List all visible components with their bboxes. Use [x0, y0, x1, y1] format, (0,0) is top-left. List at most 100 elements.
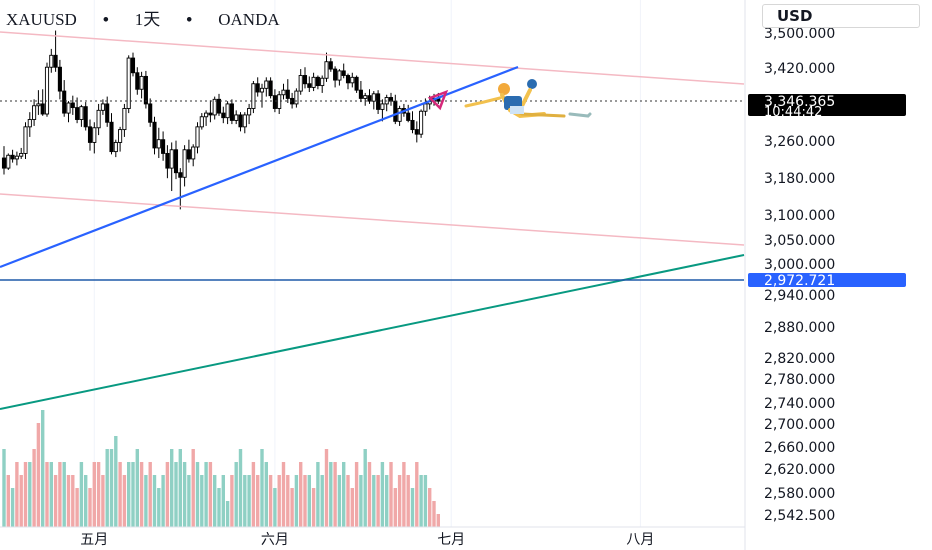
volume-bar	[311, 488, 316, 527]
lower-channel-line[interactable]	[0, 193, 745, 246]
volume-bar	[333, 462, 337, 527]
volume-bar	[415, 462, 419, 527]
candle	[419, 109, 424, 138]
volume-bar	[350, 488, 354, 527]
volume-bar	[92, 462, 96, 527]
volume-bar	[53, 475, 58, 527]
x-tick-label: 五月	[80, 532, 108, 548]
candle	[277, 91, 282, 115]
candle	[57, 59, 62, 100]
candle	[320, 75, 325, 93]
candle	[178, 168, 183, 210]
volume-bar	[6, 475, 10, 527]
interval-label[interactable]: 1天	[134, 10, 161, 29]
volume-bar	[363, 449, 367, 527]
candle	[242, 112, 247, 134]
volume-bar	[277, 475, 281, 527]
volume-bar	[247, 475, 251, 527]
header-separator-2: •	[186, 10, 193, 29]
volume-bar	[376, 475, 380, 527]
candle	[23, 122, 28, 159]
volume-bar	[359, 475, 363, 527]
candle	[186, 139, 191, 163]
currency-button[interactable]: USD	[762, 4, 920, 28]
candle	[216, 93, 222, 116]
volume-bar	[337, 475, 342, 527]
volume-bar	[161, 475, 165, 527]
volume-bar	[105, 449, 109, 527]
candle	[350, 72, 355, 88]
candle	[182, 145, 187, 187]
candle	[53, 30, 58, 72]
volume-bar	[58, 462, 62, 527]
blue-trendline[interactable]	[0, 65, 519, 269]
volume-bar	[238, 449, 243, 527]
volume-bar	[187, 475, 191, 527]
candle	[135, 67, 140, 95]
volume-bar	[49, 462, 53, 527]
candle	[298, 69, 303, 95]
current-price-value: 3,346.365	[764, 94, 835, 110]
volume-bar	[217, 488, 221, 527]
volume-bar	[84, 475, 88, 527]
candle	[294, 88, 299, 108]
volume-bar	[221, 475, 225, 527]
volume-bar	[324, 449, 329, 527]
volume-bar	[419, 475, 423, 527]
y-tick-label: 2,940.000	[764, 288, 835, 304]
volume-bar	[410, 488, 415, 527]
volume-bars	[2, 410, 440, 527]
y-tick-label: 2,820.000	[764, 351, 835, 367]
symbol-header[interactable]: XAUUSD • 1天 • OANDA	[6, 5, 306, 30]
volume-bar	[320, 475, 324, 527]
volume-bar	[204, 462, 208, 527]
volume-bar	[127, 462, 131, 527]
volume-bar	[191, 449, 195, 527]
volume-bar	[303, 475, 307, 527]
volume-bar	[294, 475, 299, 527]
green-trendline[interactable]	[0, 254, 745, 410]
candle	[105, 96, 110, 127]
candle	[87, 119, 93, 151]
volume-bar	[423, 475, 428, 527]
candle	[70, 95, 75, 115]
candle	[199, 113, 204, 130]
volume-bar	[62, 462, 66, 527]
volume-bar	[200, 475, 204, 527]
upper-channel-line[interactable]	[0, 31, 745, 85]
volume-bar	[402, 462, 406, 527]
candle	[161, 131, 166, 161]
volume-bar	[131, 462, 135, 527]
broker-name: OANDA	[218, 10, 280, 29]
candle	[32, 99, 37, 126]
volume-bar	[174, 462, 178, 527]
candle	[371, 91, 376, 110]
volume-bar	[165, 462, 170, 527]
candle	[143, 70, 148, 109]
candle	[66, 101, 71, 123]
candle	[212, 96, 217, 120]
volume-bar	[2, 449, 6, 527]
pink-triangle-marker[interactable]	[427, 89, 449, 111]
candle	[113, 139, 118, 158]
volume-bar	[225, 501, 230, 527]
volume-bar	[66, 475, 71, 527]
volume-bar	[101, 475, 105, 527]
y-tick-label: 3,050.000	[764, 233, 835, 249]
volume-bar	[397, 475, 402, 527]
volume-bar	[15, 462, 19, 527]
price-axis[interactable]: 3,500.000 3,420.000 3,260.000 3,180.000 3,10…	[764, 26, 835, 524]
candle	[380, 99, 385, 122]
volume-bar	[389, 462, 393, 527]
candle	[251, 80, 256, 114]
volume-bar	[45, 462, 49, 527]
candle	[388, 92, 394, 106]
basketball-player-illustration	[464, 79, 592, 119]
x-tick-label: 八月	[626, 532, 654, 548]
candle	[10, 149, 15, 163]
time-axis[interactable]: 五月 六月 七月 八月	[80, 532, 654, 548]
volume-bar	[264, 462, 268, 527]
x-tick-label: 六月	[261, 532, 289, 548]
volume-bar	[290, 488, 294, 527]
